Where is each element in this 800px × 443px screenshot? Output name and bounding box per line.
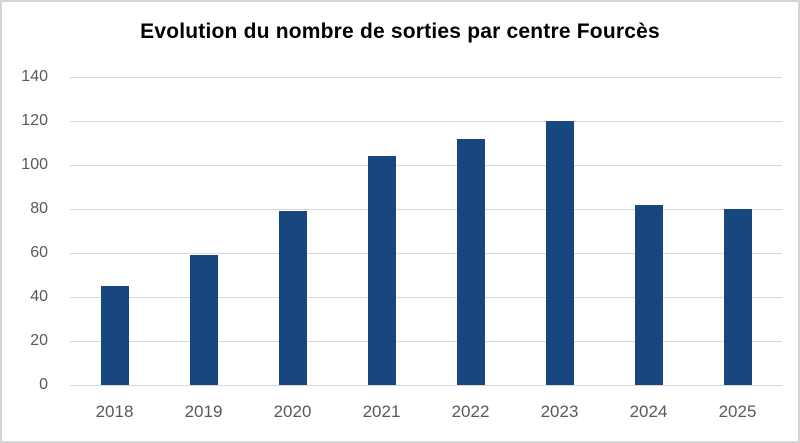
bar-slot-2018: [70, 77, 159, 385]
bar-2023: [545, 121, 574, 385]
gridline-60: [70, 253, 782, 254]
bar-2018: [100, 286, 129, 385]
x-tick-label-2018: 2018: [95, 402, 134, 421]
plot-area: [70, 77, 782, 386]
y-tick-label-60: 60: [30, 244, 48, 261]
x-tick-label-2024: 2024: [629, 402, 668, 421]
bar-2022: [456, 138, 485, 385]
gridline-120: [70, 121, 782, 122]
x-tick-label-2021: 2021: [362, 402, 401, 421]
x-tick-label-2025: 2025: [718, 402, 757, 421]
x-tick-label-2019: 2019: [184, 402, 223, 421]
bar-slot-2021: [337, 77, 426, 385]
x-axis-labels: 2018 2019 2020 2021 2022 2023 2024 2025: [70, 399, 782, 425]
gridline-20: [70, 341, 782, 342]
bar-2019: [189, 255, 218, 385]
chart-title: Evolution du nombre de sorties par centr…: [140, 20, 660, 43]
x-tick-label-2020: 2020: [273, 402, 312, 421]
gridline-0: [70, 385, 782, 386]
bar-2025: [723, 209, 752, 385]
y-tick-label-40: 40: [30, 288, 48, 305]
bar-slot-2023: [515, 77, 604, 385]
x-tick-label-2022: 2022: [451, 402, 490, 421]
bar-2020: [278, 211, 307, 385]
bar-2021: [367, 156, 396, 385]
y-tick-label-20: 20: [30, 332, 48, 349]
gridline-40: [70, 297, 782, 298]
gridline-100: [70, 165, 782, 166]
bar-slot-2020: [248, 77, 337, 385]
gridline-140: [70, 77, 782, 78]
x-tick-label-2023: 2023: [540, 402, 579, 421]
bars-layer: [70, 77, 782, 385]
gridline-80: [70, 209, 782, 210]
bar-slot-2024: [604, 77, 693, 385]
bar-2024: [634, 204, 663, 385]
bar-slot-2019: [159, 77, 248, 385]
y-tick-label-140: 140: [21, 68, 48, 85]
y-tick-label-0: 0: [39, 376, 48, 393]
y-tick-label-100: 100: [21, 156, 48, 173]
y-tick-label-120: 120: [21, 112, 48, 129]
y-axis-labels: 0 20 40 60 80 100 120 140: [2, 2, 48, 441]
y-tick-label-80: 80: [30, 200, 48, 217]
bar-slot-2025: [693, 77, 782, 385]
bar-slot-2022: [426, 77, 515, 385]
